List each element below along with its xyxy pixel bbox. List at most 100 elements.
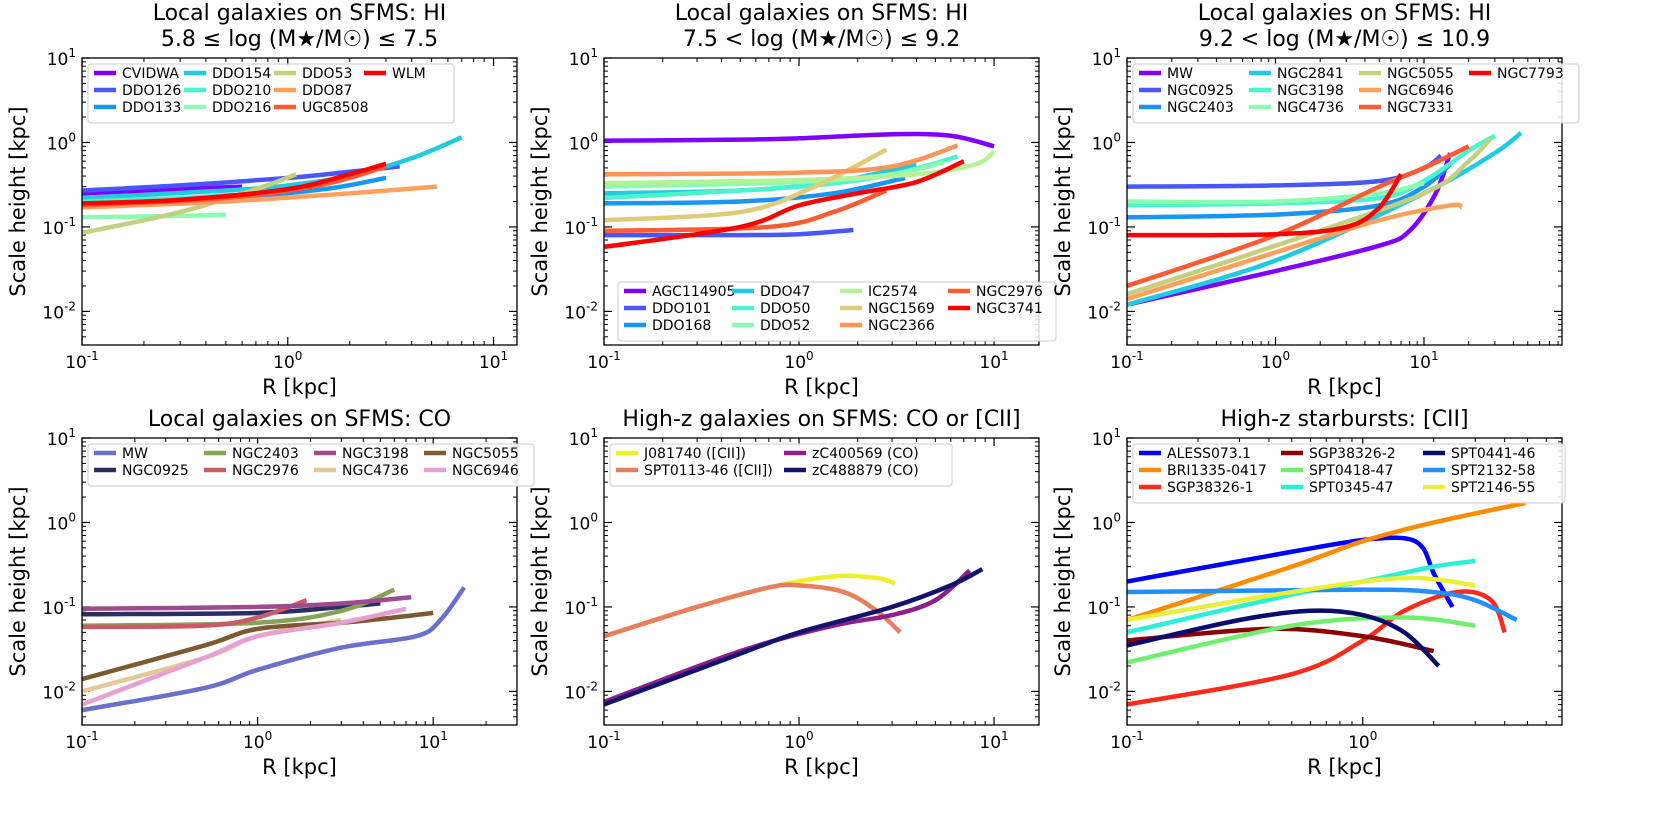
series-line <box>1127 173 1403 238</box>
legend-label: SGP38326-2 <box>1309 446 1396 462</box>
x-tick-label: 10-1 <box>65 349 99 373</box>
y-tick-label: 100 <box>47 130 76 154</box>
series-line <box>82 606 407 707</box>
series-line <box>604 188 888 234</box>
x-tick-label: 100 <box>1261 349 1290 373</box>
chart-panel-5: High-z galaxies on SFMS: CO or [CII] R [k… <box>528 407 1040 779</box>
legend-label: CVIDWA <box>122 66 179 82</box>
legend-label: IC2574 <box>868 284 918 300</box>
series-line <box>1127 615 1476 665</box>
y-axis-label: Scale height [kpc] <box>528 106 552 296</box>
legend-label: NGC5055 <box>452 446 519 462</box>
legend-frame <box>1132 443 1566 504</box>
x-axis-label: R [kpc] <box>262 375 337 399</box>
series-line <box>604 175 906 206</box>
x-tick-label: 101 <box>979 349 1008 373</box>
legend-label: AGC114905 <box>652 284 735 300</box>
y-tick-label: 10-1 <box>42 215 76 239</box>
legend-label: SPT2132-58 <box>1451 463 1535 479</box>
y-tick-label: 101 <box>47 426 76 450</box>
legend-label: DDO52 <box>760 318 810 334</box>
y-tick-label: 100 <box>1092 510 1121 534</box>
series-line <box>1127 202 1464 302</box>
legend-label: DDO126 <box>122 83 181 99</box>
series-group <box>604 131 996 250</box>
series-line <box>82 184 243 196</box>
series-line <box>82 212 226 220</box>
legend-label: UGC8508 <box>302 100 369 116</box>
series-line <box>604 567 984 707</box>
y-tick-label: 101 <box>569 426 598 450</box>
series-line <box>604 582 902 639</box>
series-line <box>1127 626 1435 654</box>
series-line <box>82 586 466 713</box>
legend-label: SPT0113-46 ([CII]) <box>644 463 773 479</box>
axes-frame <box>603 437 1040 726</box>
legend-label: NGC0925 <box>122 463 189 479</box>
axes-frame <box>81 57 518 346</box>
legend-label: NGC2841 <box>1277 66 1344 82</box>
series-line <box>1127 137 1493 297</box>
legend-label: NGC2366 <box>868 318 935 334</box>
chart-title-line: 7.5 < log (M★/M☉) ≤ 9.2 <box>683 27 960 52</box>
x-axis-label: R [kpc] <box>784 375 859 399</box>
legend-label: NGC2403 <box>1167 100 1234 116</box>
legend-label: NGC6946 <box>1387 83 1454 99</box>
series-line <box>1127 133 1496 208</box>
x-tick-label: 100 <box>243 729 272 753</box>
series-line <box>82 161 387 206</box>
chart-title-line: High-z starbursts: [CII] <box>1220 407 1468 432</box>
x-tick-label: 100 <box>273 349 302 373</box>
y-tick-label: 10-2 <box>42 299 76 323</box>
series-line <box>1127 131 1523 307</box>
y-tick-label: 10-2 <box>42 679 76 703</box>
legend-label: NGC0925 <box>1167 83 1234 99</box>
chart-title-line: High-z galaxies on SFMS: CO or [CII] <box>622 407 1020 432</box>
y-axis-label: Scale height [kpc] <box>1051 486 1075 676</box>
legend-label: NGC4736 <box>1277 100 1344 116</box>
y-tick-label: 10-1 <box>564 215 598 239</box>
y-tick-label: 100 <box>569 510 598 534</box>
legend-label: SPT0345-47 <box>1309 480 1393 496</box>
series-group <box>82 135 463 236</box>
series-line <box>82 135 463 201</box>
legend-label: MW <box>122 446 148 462</box>
x-tick-label: 10-1 <box>587 729 621 753</box>
series-line <box>82 184 437 210</box>
legend-frame <box>87 63 455 124</box>
axes-frame <box>1126 437 1563 726</box>
legend-label: DDO133 <box>122 100 181 116</box>
series-line <box>604 159 965 250</box>
legend-label: NGC2403 <box>232 446 299 462</box>
series-group <box>1127 500 1526 707</box>
axes-frame <box>1126 57 1563 346</box>
chart-panel-3: Local galaxies on SFMS: HI9.2 < log (M★/… <box>1051 1 1580 399</box>
legend-label: NGC6946 <box>452 463 519 479</box>
x-tick-label: 100 <box>1348 729 1377 753</box>
chart-title-line: Local galaxies on SFMS: HI <box>153 1 447 26</box>
chart-panel-1: Local galaxies on SFMS: HI5.8 ≤ log (M★/… <box>6 1 518 399</box>
legend-label: NGC7793 <box>1497 66 1564 82</box>
legend-label: DDO216 <box>212 100 271 116</box>
legend-label: DDO168 <box>652 318 711 334</box>
series-line <box>1127 180 1425 205</box>
series-line <box>82 598 308 630</box>
y-axis-label: Scale height [kpc] <box>6 106 30 296</box>
legend-frame <box>609 443 953 487</box>
legend-label: DDO47 <box>760 284 810 300</box>
series-group <box>604 567 984 707</box>
legend-label: WLM <box>392 66 426 82</box>
legend-label: NGC4736 <box>342 463 409 479</box>
chart-title-line: Local galaxies on SFMS: HI <box>1198 1 1492 26</box>
x-tick-label: 100 <box>784 349 813 373</box>
y-tick-label: 101 <box>569 46 598 70</box>
legend-label: NGC3741 <box>976 301 1043 317</box>
y-tick-label: 10-1 <box>564 595 598 619</box>
series-line <box>82 595 412 612</box>
legend-label: DDO87 <box>302 83 352 99</box>
y-tick-label: 10-2 <box>1087 679 1121 703</box>
